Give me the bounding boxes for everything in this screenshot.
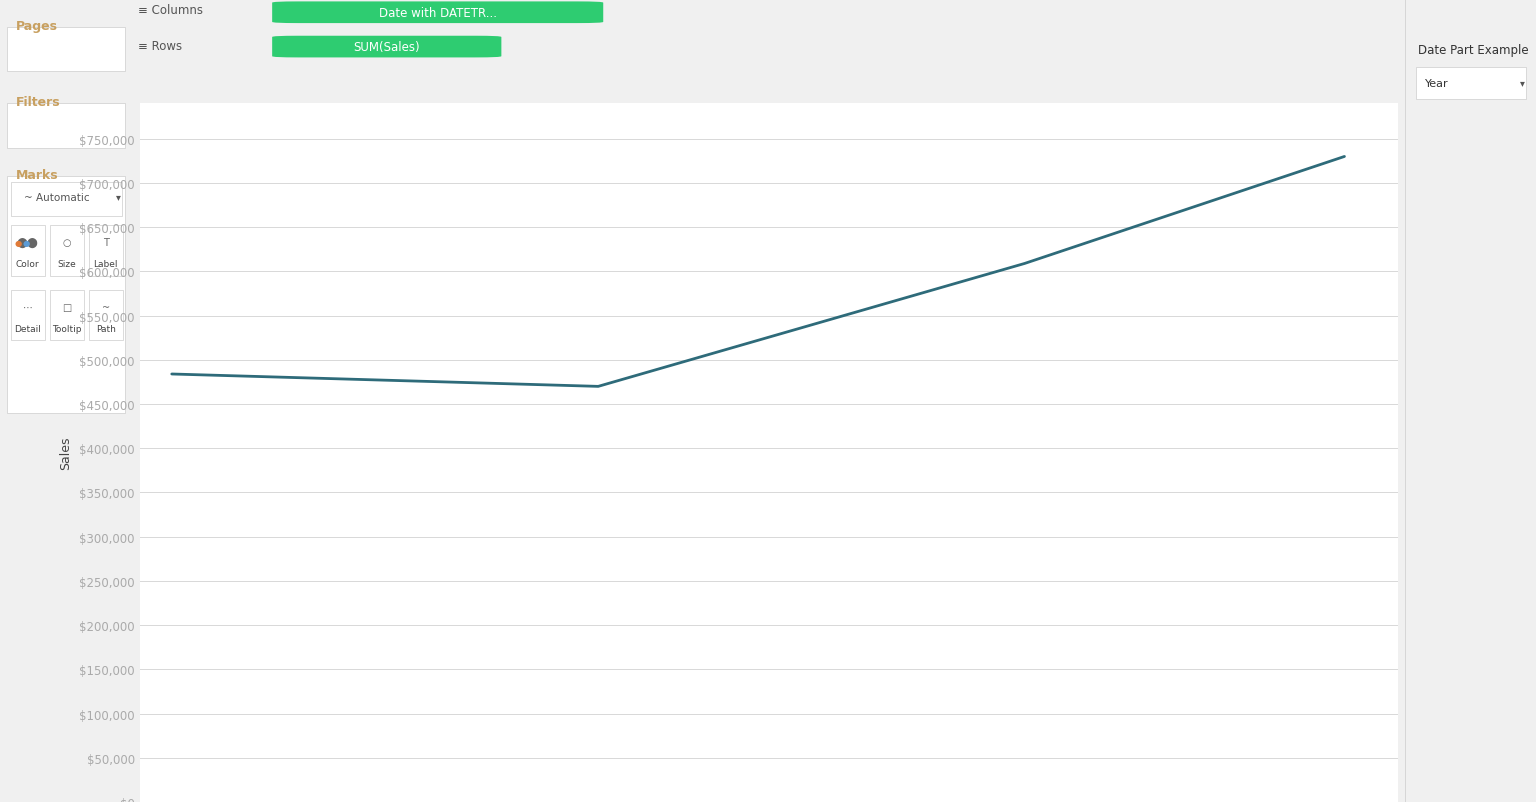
Text: ⬤⬤: ⬤⬤: [17, 238, 38, 248]
Text: Color: Color: [15, 260, 40, 269]
Text: ▾: ▾: [117, 192, 121, 202]
FancyBboxPatch shape: [1416, 68, 1525, 100]
Text: Tooltip: Tooltip: [52, 324, 81, 334]
Text: Path: Path: [95, 324, 115, 334]
Text: Date Part Example: Date Part Example: [1419, 44, 1530, 57]
Text: Label: Label: [94, 260, 118, 269]
FancyBboxPatch shape: [11, 226, 45, 277]
Text: □: □: [61, 302, 71, 312]
Text: ●: ●: [23, 238, 31, 248]
FancyBboxPatch shape: [272, 37, 501, 59]
Text: Marks: Marks: [15, 168, 58, 181]
Text: Filters: Filters: [15, 96, 60, 109]
Text: T: T: [103, 238, 109, 248]
Text: ⋯: ⋯: [23, 302, 32, 312]
Text: ●: ●: [15, 238, 22, 248]
FancyBboxPatch shape: [6, 176, 126, 413]
Text: ≡ Rows: ≡ Rows: [138, 40, 183, 53]
FancyBboxPatch shape: [89, 290, 123, 341]
FancyBboxPatch shape: [49, 290, 84, 341]
Text: ~: ~: [101, 302, 109, 312]
Text: Size: Size: [57, 260, 77, 269]
Text: SUM(Sales): SUM(Sales): [353, 41, 419, 54]
FancyBboxPatch shape: [11, 183, 121, 217]
FancyBboxPatch shape: [89, 226, 123, 277]
FancyBboxPatch shape: [49, 226, 84, 277]
Text: ▾: ▾: [1521, 79, 1525, 88]
FancyBboxPatch shape: [11, 290, 45, 341]
Text: ~ Automatic: ~ Automatic: [23, 192, 89, 202]
FancyBboxPatch shape: [6, 104, 126, 148]
Text: Date with DATETR...: Date with DATETR...: [379, 6, 496, 20]
Text: Year: Year: [1425, 79, 1448, 88]
FancyBboxPatch shape: [6, 28, 126, 72]
Text: Pages: Pages: [15, 20, 58, 33]
FancyBboxPatch shape: [272, 2, 604, 24]
Text: ≡ Columns: ≡ Columns: [138, 4, 203, 18]
Y-axis label: Sales: Sales: [60, 436, 72, 470]
Text: ○: ○: [63, 238, 71, 248]
Text: Detail: Detail: [14, 324, 41, 334]
